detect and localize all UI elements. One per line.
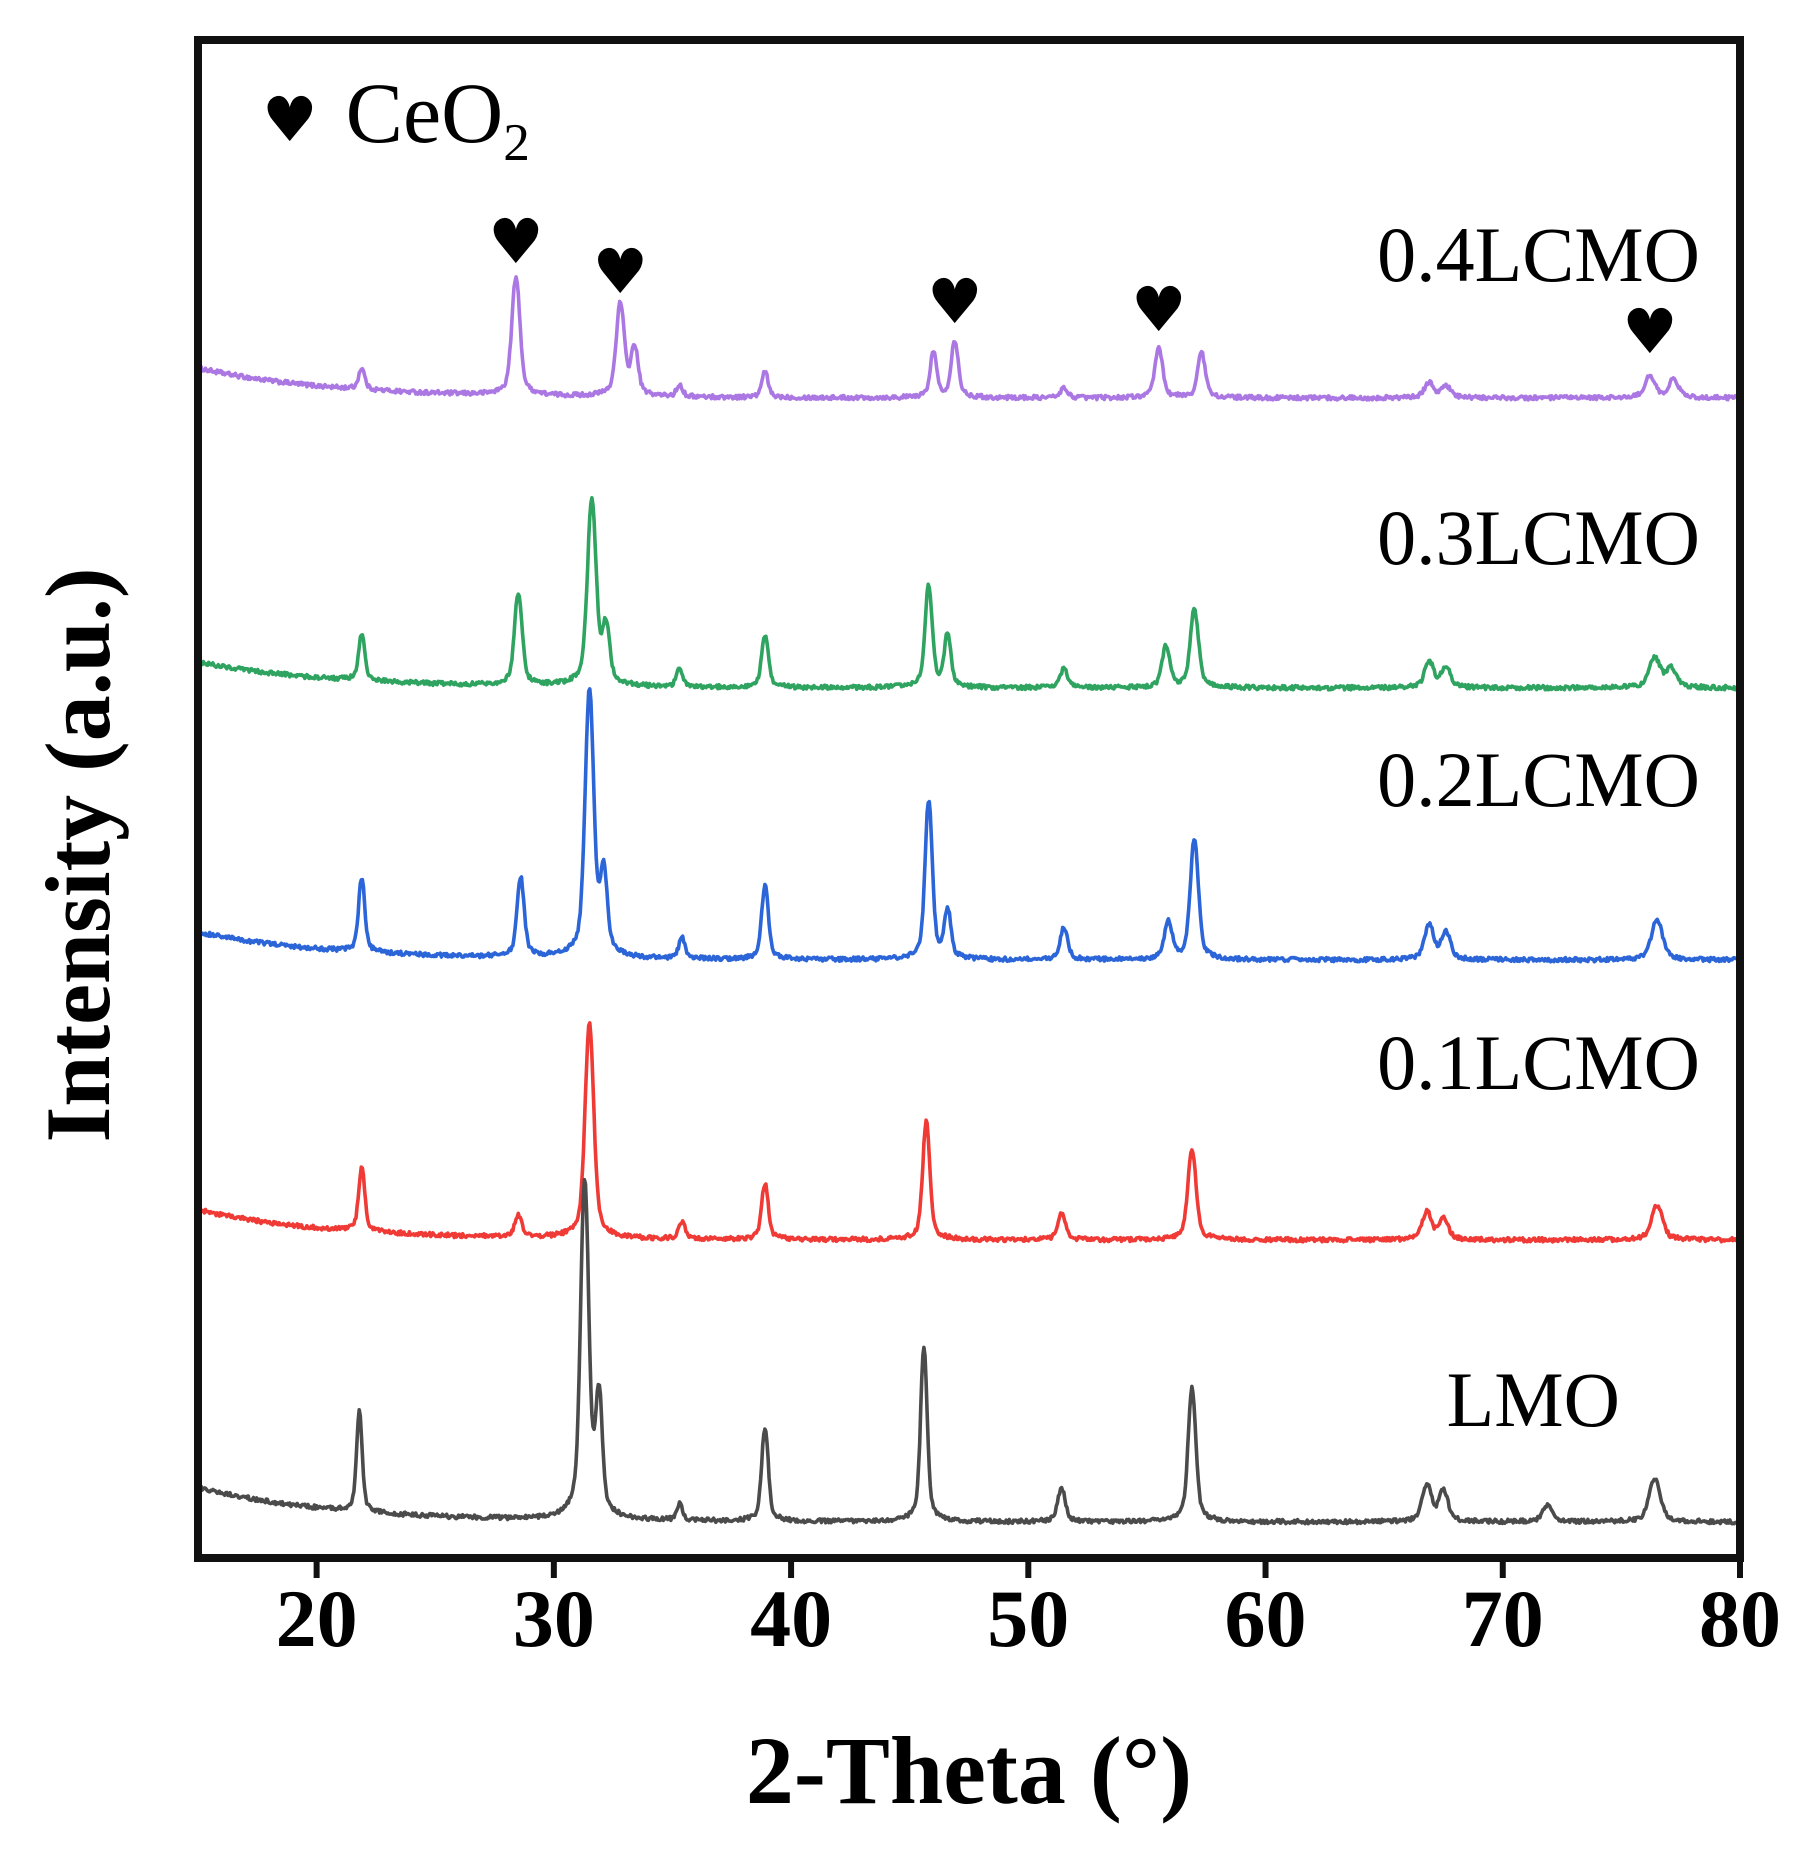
series-label-LMO: LMO <box>1447 1356 1620 1443</box>
trace-0.4LCMO <box>196 275 1742 402</box>
heart-icon: ♥ <box>262 82 318 156</box>
x-tick-label: 70 <box>1462 1573 1544 1664</box>
x-tick-label: 80 <box>1699 1573 1781 1664</box>
series-label-0.3LCMO: 0.3LCMO <box>1377 494 1700 581</box>
x-tick-label: 60 <box>1225 1573 1307 1664</box>
heart-marker-icon: ♥ <box>927 265 983 338</box>
plot-frame <box>194 36 1744 1562</box>
heart-marker-icon: ♥ <box>1131 273 1187 346</box>
x-tick-label: 20 <box>276 1573 358 1664</box>
ceo2-legend: ♥ CeO2 <box>262 70 530 170</box>
y-axis-label: Intensity (a.u.) <box>27 567 129 1143</box>
series-label-0.2LCMO: 0.2LCMO <box>1377 736 1700 823</box>
trace-LMO <box>197 1177 1742 1526</box>
x-tick-label: 50 <box>987 1573 1069 1664</box>
ceo2-legend-label: CeO2 <box>345 65 530 173</box>
series-label-0.1LCMO: 0.1LCMO <box>1377 1019 1700 1106</box>
heart-marker-icon: ♥ <box>593 235 649 308</box>
x-axis-label: 2-Theta (°) <box>745 1717 1193 1824</box>
x-tick-label: 30 <box>513 1573 595 1664</box>
series-label-0.4LCMO: 0.4LCMO <box>1377 211 1700 298</box>
trace-0.2LCMO <box>196 687 1742 964</box>
trace-0.1LCMO <box>196 1021 1741 1244</box>
trace-0.3LCMO <box>196 495 1741 692</box>
heart-marker-icon: ♥ <box>488 205 544 278</box>
x-tick-label: 40 <box>750 1573 832 1664</box>
heart-marker-icon: ♥ <box>1622 295 1678 368</box>
